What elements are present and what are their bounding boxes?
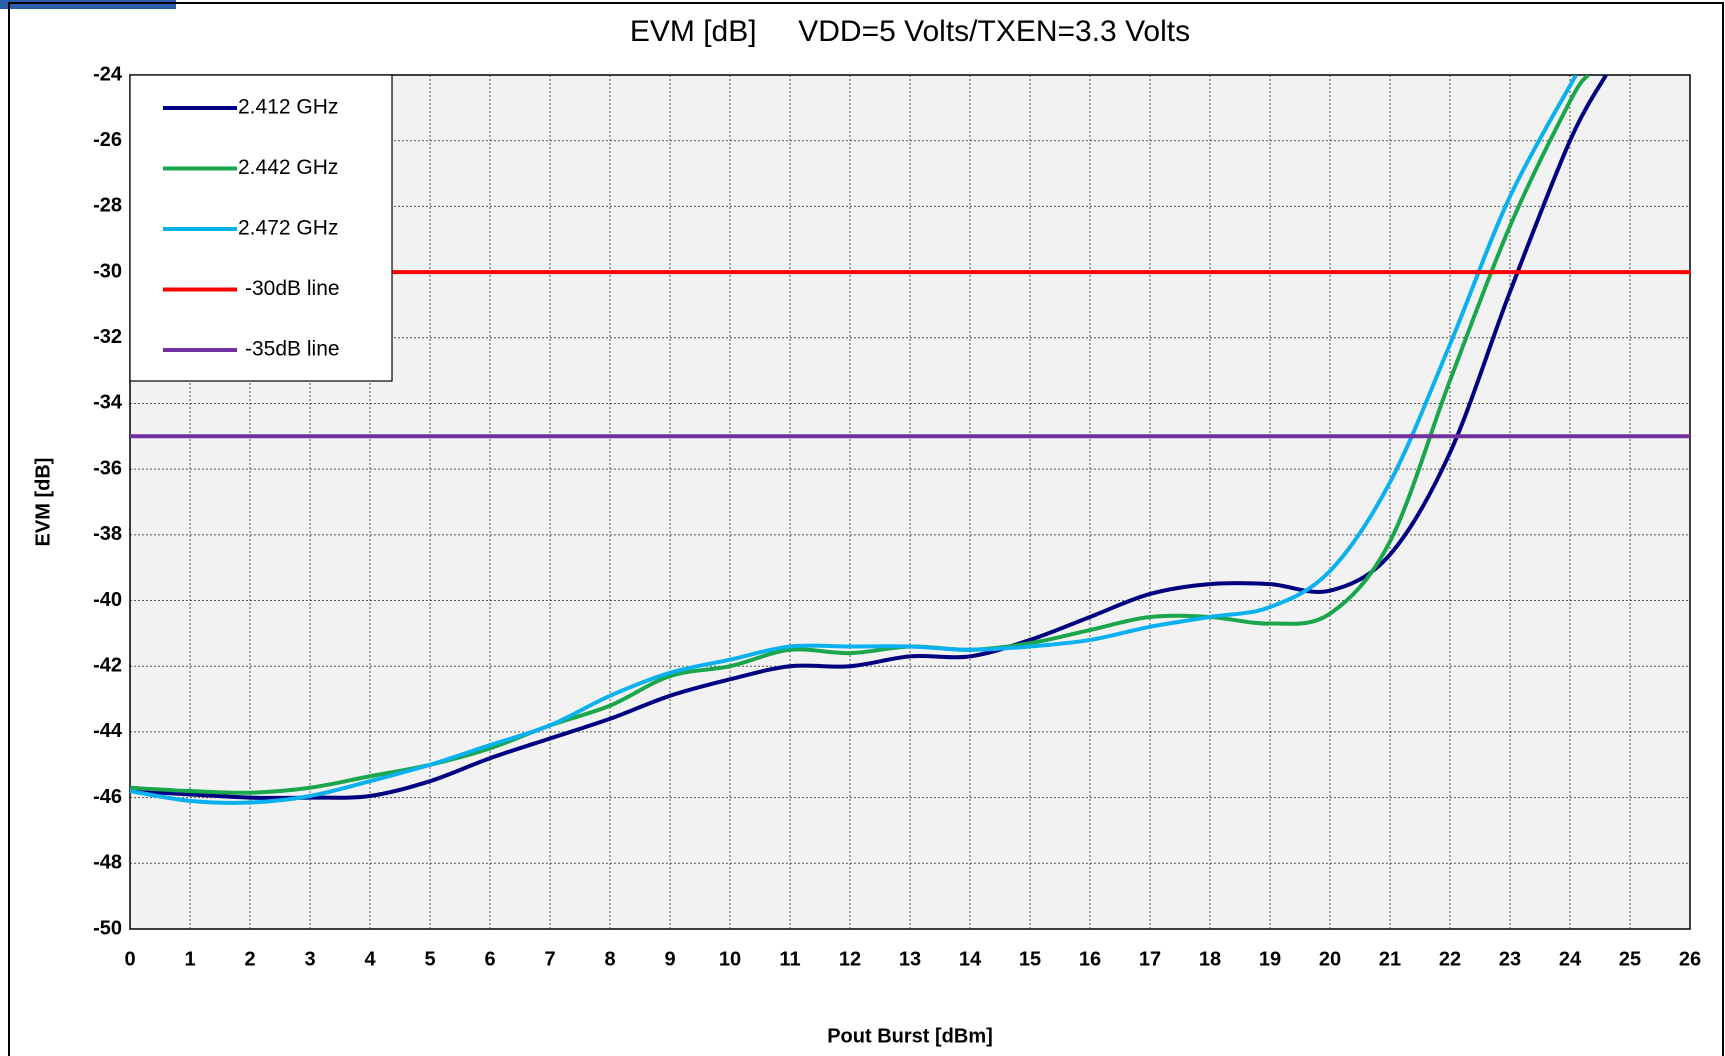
y-axis-label: EVM [dB]: [32, 458, 54, 547]
legend-label: 2.472 GHz: [238, 217, 338, 240]
x-tick-label: 1: [184, 948, 195, 970]
y-tick-label: -46: [93, 786, 122, 808]
x-tick-label: 14: [959, 948, 982, 970]
x-tick-label: 3: [304, 948, 315, 970]
x-tick-label: 4: [364, 948, 376, 970]
y-tick-label: -48: [93, 852, 122, 874]
y-tick-label: -44: [93, 720, 123, 742]
y-tick-label: -36: [93, 457, 122, 479]
plot-frame: [129, 74, 1691, 930]
x-tick-label: 19: [1259, 948, 1281, 970]
x-tick-label: 24: [1559, 948, 1582, 970]
x-tick-label: 6: [484, 948, 495, 970]
chart-title: EVM [dB] VDD=5 Volts/TXEN=3.3 Volts: [630, 15, 1190, 48]
y-tick-label: -38: [93, 523, 122, 545]
y-tick-label: -34: [93, 392, 123, 414]
x-tick-label: 16: [1079, 948, 1101, 970]
x-tick-label: 10: [719, 948, 741, 970]
y-tick-label: -40: [93, 589, 122, 611]
series-line: [130, 75, 1578, 805]
x-tick-label: 26: [1679, 948, 1701, 970]
x-axis-label: Pout Burst [dBm]: [827, 1025, 993, 1047]
y-tick-label: -30: [93, 260, 122, 282]
y-tick-label: -28: [93, 195, 122, 217]
x-tick-label: 25: [1619, 948, 1641, 970]
x-tick-label: 15: [1019, 948, 1041, 970]
legend-label: 2.412 GHz: [238, 96, 338, 119]
y-tick-label: -50: [93, 917, 122, 939]
x-tick-label: 18: [1199, 948, 1221, 970]
x-tick-label: 0: [124, 948, 135, 970]
x-tick-label: 21: [1379, 948, 1401, 970]
x-tick-label: 2: [244, 948, 255, 970]
tab-marker: [0, 0, 176, 9]
x-tick-label: 17: [1139, 948, 1161, 970]
x-tick-label: 20: [1319, 948, 1341, 970]
x-tick-label: 23: [1499, 948, 1521, 970]
x-tick-label: 8: [604, 948, 615, 970]
x-tick-label: 22: [1439, 948, 1461, 970]
y-tick-label: -24: [93, 63, 123, 85]
x-tick-label: 5: [424, 948, 435, 970]
legend-label: -35dB line: [245, 338, 340, 361]
y-tick-label: -42: [93, 655, 122, 677]
x-tick-label: 11: [779, 948, 800, 970]
x-tick-label: 9: [664, 948, 675, 970]
series-line: [130, 75, 1608, 800]
x-tick-label: 12: [839, 948, 861, 970]
legend-label: -30dB line: [245, 277, 340, 300]
y-tick-label: -26: [93, 129, 122, 151]
y-tick-label: -32: [93, 326, 122, 348]
legend-label: 2.442 GHz: [238, 156, 338, 179]
plot-lines: [130, 75, 1690, 805]
x-tick-label: 7: [544, 948, 555, 970]
x-tick-label: 13: [899, 948, 921, 970]
chart-border: [8, 2, 1724, 1056]
